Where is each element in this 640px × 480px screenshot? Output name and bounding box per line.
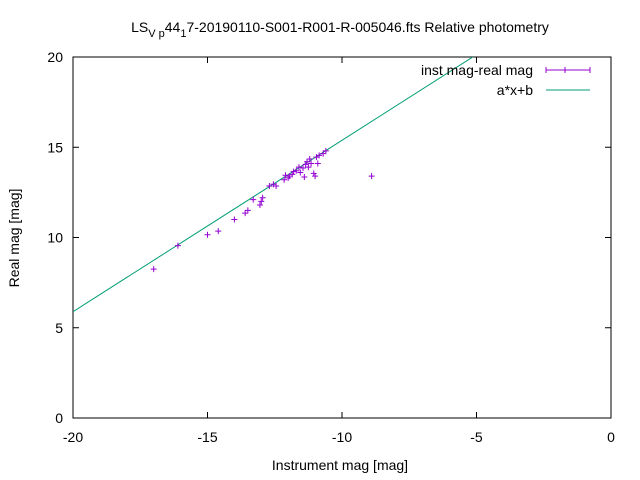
data-point <box>231 216 238 223</box>
fit-line <box>73 57 474 313</box>
data-point <box>295 164 302 171</box>
data-point <box>316 152 323 159</box>
data-point <box>281 176 288 183</box>
plot-frame <box>72 56 612 419</box>
data-point <box>301 174 308 181</box>
data-point <box>244 207 251 214</box>
x-tick-label: -5 <box>470 429 483 445</box>
title-subscript-2: 1 <box>180 28 186 40</box>
y-tick-label: 15 <box>47 139 63 155</box>
x-tick-label: 0 <box>607 429 615 445</box>
data-point <box>242 210 249 217</box>
chart-legend: inst mag-real mag a*x+b <box>421 62 591 98</box>
data-point <box>305 164 312 171</box>
legend-label-fit: a*x+b <box>497 82 533 98</box>
data-point <box>282 172 289 179</box>
y-axis-ticks: 0 5 10 15 20 <box>47 49 611 426</box>
data-point <box>368 173 375 180</box>
data-point <box>273 183 280 190</box>
data-point <box>308 160 315 167</box>
title-tail: 7-20190110-S001-R001-R-005046.fts Relati… <box>186 19 548 35</box>
x-tick-label: -15 <box>197 429 217 445</box>
data-point <box>258 198 265 205</box>
data-point <box>256 202 263 209</box>
title-lead: LS <box>131 19 148 35</box>
data-point <box>293 167 300 174</box>
data-point <box>266 183 273 190</box>
legend-marker-data <box>545 67 591 73</box>
data-point <box>204 231 211 238</box>
title-middle: 44 <box>165 19 181 35</box>
fit-line-layer <box>73 57 474 313</box>
data-points-layer <box>150 147 375 273</box>
legend-label-data: inst mag-real mag <box>421 62 533 78</box>
data-point <box>215 228 222 235</box>
data-point <box>150 266 157 273</box>
title-subscript-1: V p <box>148 28 165 40</box>
data-point <box>322 147 329 154</box>
data-point <box>320 150 327 157</box>
data-point <box>306 155 313 162</box>
data-point <box>312 173 319 180</box>
data-point <box>302 161 309 168</box>
y-tick-label: 5 <box>55 320 63 336</box>
x-tick-label: -10 <box>332 429 352 445</box>
data-point <box>290 168 297 175</box>
y-tick-label: 10 <box>47 230 63 246</box>
y-axis-title: Real mag [mag] <box>6 189 22 288</box>
data-point <box>289 171 296 178</box>
data-point <box>297 169 304 176</box>
y-tick-label: 0 <box>55 410 63 426</box>
data-point <box>304 158 311 165</box>
x-axis-ticks: -20 -15 -10 -5 0 <box>63 57 615 445</box>
data-point <box>299 165 306 172</box>
data-point <box>259 194 266 201</box>
y-tick-label: 20 <box>47 49 63 65</box>
chart-title: LSV p4417-20190110-S001-R001-R-005046.ft… <box>131 19 549 40</box>
x-tick-label: -20 <box>63 429 83 445</box>
data-point <box>250 196 257 203</box>
legend-sample-data <box>545 67 591 73</box>
data-point <box>314 160 321 167</box>
data-point <box>310 170 317 177</box>
data-point <box>174 242 181 249</box>
x-axis-title: Instrument mag [mag] <box>272 457 408 473</box>
